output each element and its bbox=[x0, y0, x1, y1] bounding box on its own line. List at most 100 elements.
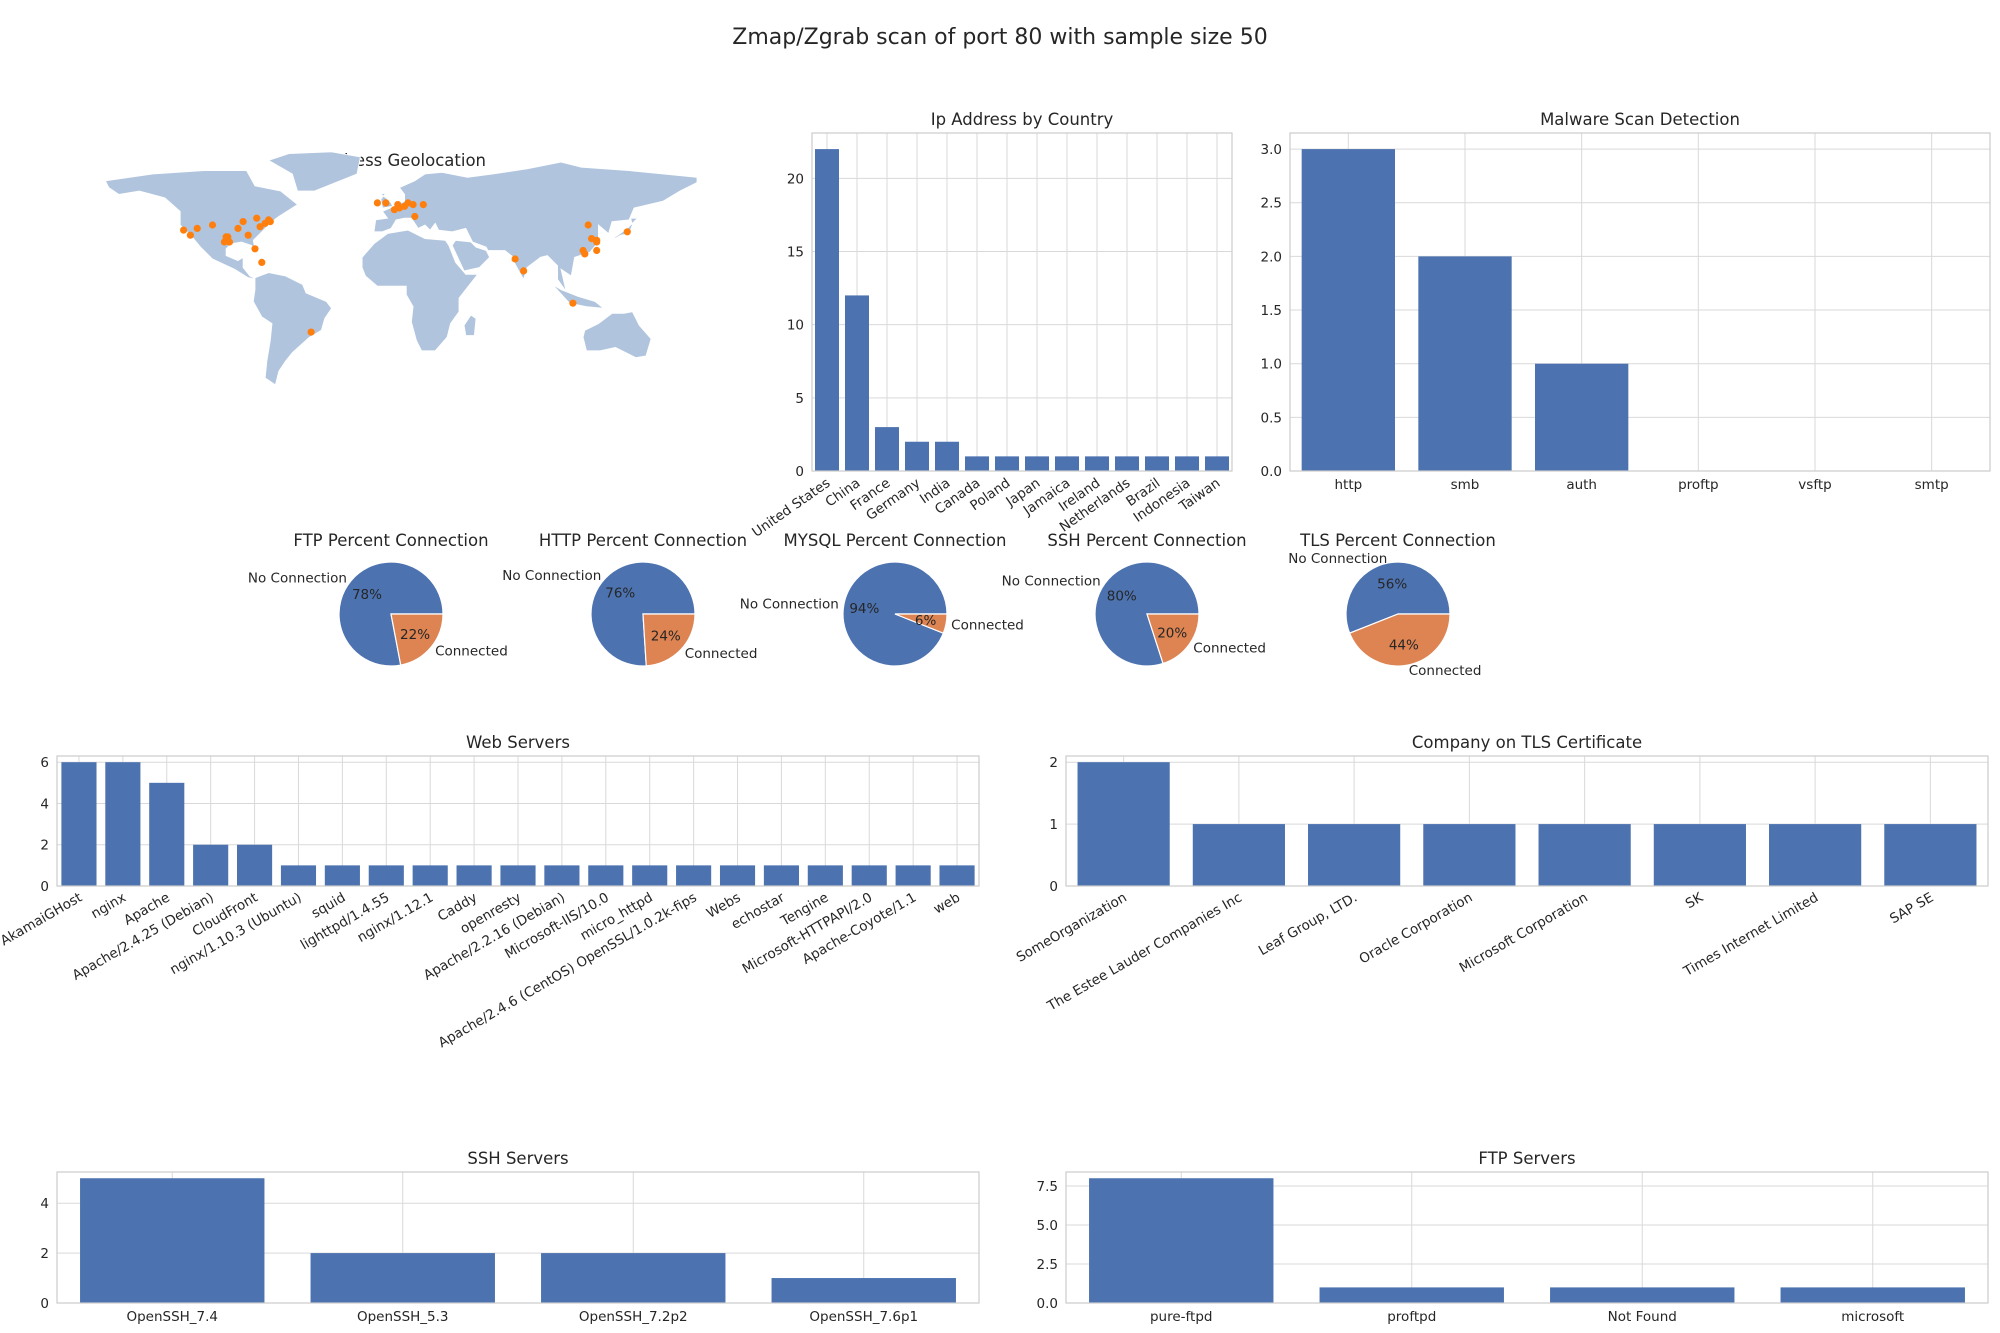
malware-y-tick-label: 2.0 bbox=[1261, 249, 1282, 265]
mysql-pie-category-label: Connected bbox=[951, 618, 1024, 634]
tls-pie-title: TLS Percent Connection bbox=[1299, 531, 1496, 550]
web-server-bar bbox=[807, 865, 843, 886]
ssh-server-chart-title: SSH Servers bbox=[467, 1149, 568, 1168]
http-pie-percent-label: 76% bbox=[605, 586, 635, 602]
ssh-server-x-tick-label: OpenSSH_5.3 bbox=[357, 1309, 449, 1325]
web-server-bar bbox=[632, 865, 668, 886]
country-bar bbox=[965, 456, 989, 471]
ssh-server-x-tick-label: OpenSSH_7.4 bbox=[126, 1309, 218, 1325]
web-server-bar bbox=[851, 865, 887, 886]
web-server-axes-frame bbox=[56, 755, 980, 887]
ftp-server-chart-title: FTP Servers bbox=[1478, 1149, 1575, 1168]
http-pie-title: HTTP Percent Connection bbox=[539, 531, 747, 550]
tls-company-y-tick-label: 0 bbox=[1049, 879, 1058, 895]
ip-location-marker bbox=[186, 231, 194, 239]
ip-location-marker bbox=[258, 258, 266, 266]
ssh-pie-category-label: Connected bbox=[1193, 641, 1266, 657]
web-server-x-tick-label: AkamaiGHost bbox=[0, 890, 85, 950]
web-server-bar bbox=[105, 762, 141, 886]
web-server-bar bbox=[280, 865, 317, 886]
ssh-server-x-tick-label: OpenSSH_7.2p2 bbox=[579, 1309, 688, 1325]
ftp-pie-category-label: Connected bbox=[435, 643, 508, 659]
ip-location-marker bbox=[411, 212, 419, 221]
country-bar bbox=[1205, 456, 1229, 471]
ip-location-marker bbox=[382, 199, 390, 207]
web-server-bar bbox=[895, 865, 931, 886]
ssh-server-y-tick-label: 0 bbox=[40, 1296, 49, 1312]
country-y-tick-label: 5 bbox=[795, 391, 804, 407]
web-server-y-tick-label: 4 bbox=[40, 796, 49, 812]
ip-location-marker bbox=[588, 235, 596, 243]
ftp-server-y-tick-label: 2.5 bbox=[1037, 1257, 1058, 1273]
ip-location-marker bbox=[593, 238, 601, 246]
ssh-pie-slice-no-connection bbox=[1094, 561, 1200, 667]
map-landmass-indonesia bbox=[552, 284, 605, 309]
web-server-bar bbox=[588, 865, 624, 886]
malware-y-tick-label: 3.0 bbox=[1261, 142, 1282, 158]
web-server-bar bbox=[237, 844, 273, 886]
map-landmass-south-america bbox=[252, 272, 332, 386]
country-bar bbox=[845, 295, 869, 471]
tls-company-y-tick-label: 2 bbox=[1049, 755, 1058, 771]
tls-company-bar bbox=[1308, 824, 1401, 886]
http-pie-percent-label: 24% bbox=[651, 628, 681, 644]
map-landmass-australia bbox=[582, 311, 652, 359]
tls-company-bar bbox=[1769, 824, 1862, 886]
web-server-y-tick-label: 0 bbox=[40, 879, 49, 895]
malware-y-tick-label: 1.5 bbox=[1261, 303, 1282, 319]
web-server-bar bbox=[500, 865, 536, 886]
ssh-pie-percent-label: 20% bbox=[1157, 625, 1187, 641]
ftp-pie-slice-connected bbox=[390, 613, 444, 666]
ftp-server-bar bbox=[1319, 1287, 1504, 1303]
http-pie-slice-connected bbox=[642, 613, 696, 667]
tls-company-x-tick-label: Oracle Corporation bbox=[1357, 890, 1476, 968]
ssh-server-bar bbox=[80, 1178, 265, 1303]
country-bar bbox=[815, 149, 839, 471]
ip-location-marker bbox=[569, 299, 577, 307]
country-axes-frame bbox=[811, 132, 1233, 472]
ip-location-marker bbox=[579, 246, 587, 255]
malware-bar bbox=[1418, 256, 1512, 471]
country-chart-title: Ip Address by Country bbox=[931, 110, 1114, 129]
malware-x-tick-label: smb bbox=[1451, 477, 1480, 493]
web-server-bar bbox=[719, 865, 756, 886]
ftp-pie-percent-label: 22% bbox=[400, 627, 430, 643]
ip-location-marker bbox=[239, 218, 247, 226]
tls-pie-chart: TLS Percent Connection 56% No Connection 44… bbox=[1288, 531, 1496, 679]
country-bar bbox=[1145, 456, 1169, 471]
country-y-tick-label: 20 bbox=[787, 171, 804, 187]
ip-location-marker bbox=[220, 238, 228, 246]
malware-x-tick-label: vsftp bbox=[1798, 477, 1831, 493]
tls-company-bar bbox=[1538, 824, 1631, 886]
ftp-server-bar bbox=[1089, 1178, 1274, 1303]
country-y-tick-label: 0 bbox=[795, 464, 804, 480]
mysql-pie-title: MYSQL Percent Connection bbox=[784, 531, 1007, 550]
country-bar bbox=[875, 427, 899, 471]
http-pie-category-label: Connected bbox=[685, 646, 758, 662]
country-bar bbox=[935, 441, 959, 471]
map-landmass-madagascar bbox=[463, 314, 477, 336]
web-server-bar bbox=[544, 865, 580, 886]
malware-bar-chart: Malware Scan Detection 0.0 0.5 1.0 1.5 2.0 2.5… bbox=[1261, 110, 1991, 493]
ftp-pie-percent-label: 78% bbox=[352, 587, 382, 603]
country-bar bbox=[1085, 456, 1109, 471]
ftp-pie-category-label: No Connection bbox=[248, 571, 347, 587]
ssh-pie-percent-label: 80% bbox=[1107, 589, 1137, 605]
ip-location-marker bbox=[419, 201, 427, 209]
web-server-bar bbox=[456, 865, 492, 886]
malware-y-tick-label: 1.0 bbox=[1261, 357, 1282, 373]
ip-location-marker bbox=[244, 231, 252, 239]
ssh-pie-title: SSH Percent Connection bbox=[1047, 531, 1246, 550]
tls-company-x-tick-label: The Estee Lauder Companies Inc bbox=[1044, 890, 1245, 1015]
country-y-tick-label: 10 bbox=[787, 318, 804, 334]
map-landmass-arabia bbox=[451, 239, 491, 272]
malware-y-tick-label: 0.0 bbox=[1261, 464, 1282, 480]
figure-title: Zmap/Zgrab scan of port 80 with sample s… bbox=[732, 25, 1267, 50]
ip-location-marker bbox=[208, 221, 217, 229]
map-landmass-japan bbox=[611, 217, 639, 241]
ip-location-marker bbox=[511, 255, 519, 263]
tls-company-x-tick-label: Leaf Group, LTD. bbox=[1256, 890, 1360, 959]
